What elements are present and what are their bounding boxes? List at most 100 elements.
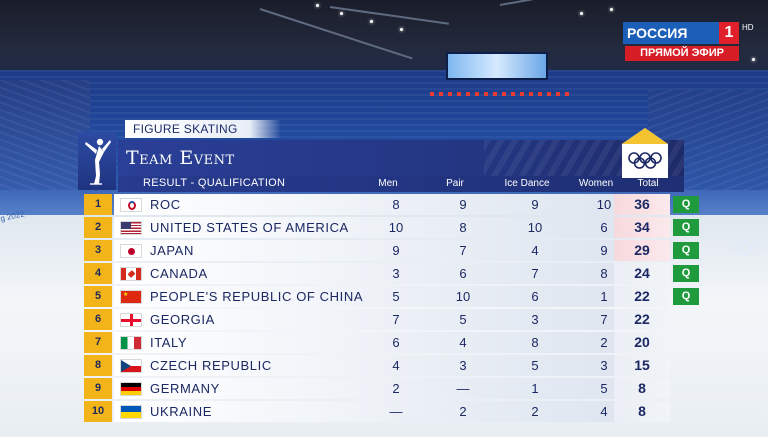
score-women: 7 [600,312,608,327]
score-ice-dance: 4 [531,243,539,258]
ceiling-light [400,28,403,31]
rank-badge: 1 [84,194,112,215]
ceiling-light [370,20,373,23]
score-total: 8 [638,380,646,396]
score-ice-dance: 10 [527,220,543,235]
ceiling-light [752,58,755,61]
rank-badge: 9 [84,378,112,399]
score-pair: 6 [459,266,467,281]
row-background [114,217,670,238]
row-background [114,401,670,422]
score-men: 4 [392,358,400,373]
board-olympic-rings-icon: ○○○ [729,238,763,256]
score-men: 3 [392,266,400,281]
rank-badge: 2 [84,217,112,238]
row-background [114,286,670,307]
score-pair: 7 [459,243,467,258]
country-name: GEORGIA [150,312,215,327]
flag-czech-icon [120,359,142,373]
row-background [114,332,670,353]
table-row: 5 ★ PEOPLE'S REPUBLIC OF CHINA 5 10 6 1 22 Q [84,286,699,307]
flag-roc-icon [120,198,142,212]
table-row: 3 JAPAN 9 7 4 9 29 Q [84,240,699,261]
row-background [114,263,670,284]
row-background [114,378,670,399]
column-header-women: Women [578,178,614,189]
score-total: 22 [634,311,650,327]
row-background [114,240,670,261]
broadcaster-logo: РОССИЯ 1 HD ПРЯМОЙ ЭФИР [623,22,754,64]
score-men: 10 [388,220,404,235]
country-name: UKRAINE [150,404,212,419]
rank-badge: 5 [84,286,112,307]
score-women: 10 [596,197,612,212]
score-ice-dance: 9 [531,197,539,212]
score-women: 5 [600,381,608,396]
score-ice-dance: 5 [531,358,539,373]
table-row: 4 CANADA 3 6 7 8 24 Q [84,263,699,284]
olympic-rings-badge [606,128,684,178]
rank-badge: 3 [84,240,112,261]
country-name: UNITED STATES OF AMERICA [150,220,349,235]
ceiling-light [340,12,343,15]
country-name: GERMANY [150,381,220,396]
column-header-total: Total [637,178,659,189]
channel-number: 1 [719,22,739,44]
rank-badge: 7 [84,332,112,353]
score-men: 7 [392,312,400,327]
row-background [114,355,670,376]
total-cell-background [614,355,670,376]
flag-germany-icon [120,382,142,396]
score-men: 8 [392,197,400,212]
rank-badge: 4 [84,263,112,284]
table-row: 2 UNITED STATES OF AMERICA 10 8 10 6 34 Q [84,217,699,238]
score-pair: 9 [459,197,467,212]
qualified-badge: Q [673,242,699,259]
column-header-men: Men [378,178,398,189]
total-cell-background [614,286,670,307]
sport-label: FIGURE SKATING [125,120,281,138]
column-header-bar [118,176,684,192]
column-header-ice-dance: Ice Dance [504,178,550,189]
score-women: 2 [600,335,608,350]
country-name: CZECH REPUBLIC [150,358,272,373]
score-pair: — [456,381,470,396]
qualified-badge: Q [673,288,699,305]
flag-china-icon: ★ [120,290,142,304]
table-row: 8 CZECH REPUBLIC 4 3 5 3 15 [84,355,684,376]
score-men: 6 [392,335,400,350]
table-row: 10 UKRAINE — 2 2 4 8 [84,401,684,422]
total-cell-background [614,240,670,261]
score-women: 4 [600,404,608,419]
figure-skating-pictogram [78,132,116,190]
column-header-pair: Pair [446,178,464,189]
hd-badge: HD [742,23,754,32]
country-name: JAPAN [150,243,194,258]
results-table: 1 ROC 8 9 9 10 36 Q 2 UNITED STATES OF AMERICA 10 8… [84,194,699,424]
country-name: CANADA [150,266,208,281]
score-total: 36 [634,196,650,212]
table-row: 7 ITALY 6 4 8 2 20 [84,332,684,353]
country-name: ITALY [150,335,188,350]
score-total: 20 [634,334,650,350]
score-ice-dance: 1 [531,381,539,396]
flag-usa-icon [120,221,142,235]
flag-canada-icon [120,267,142,281]
table-row: 1 ROC 8 9 9 10 36 Q [84,194,699,215]
flag-georgia-icon [120,313,142,327]
score-total: 29 [634,242,650,258]
score-pair: 8 [459,220,467,235]
arena-video-screen [446,52,548,80]
live-badge: ПРЯМОЙ ЭФИР [625,46,739,61]
score-men: 2 [392,381,400,396]
flag-italy-icon [120,336,142,350]
score-women: 8 [600,266,608,281]
score-women: 3 [600,358,608,373]
ceiling-light [316,4,319,7]
result-subtitle: RESULT - QUALIFICATION [143,177,286,189]
score-pair: 4 [459,335,467,350]
total-cell-background [614,332,670,353]
score-ice-dance: 2 [531,404,539,419]
total-cell-background [614,378,670,399]
score-men: — [389,404,403,419]
